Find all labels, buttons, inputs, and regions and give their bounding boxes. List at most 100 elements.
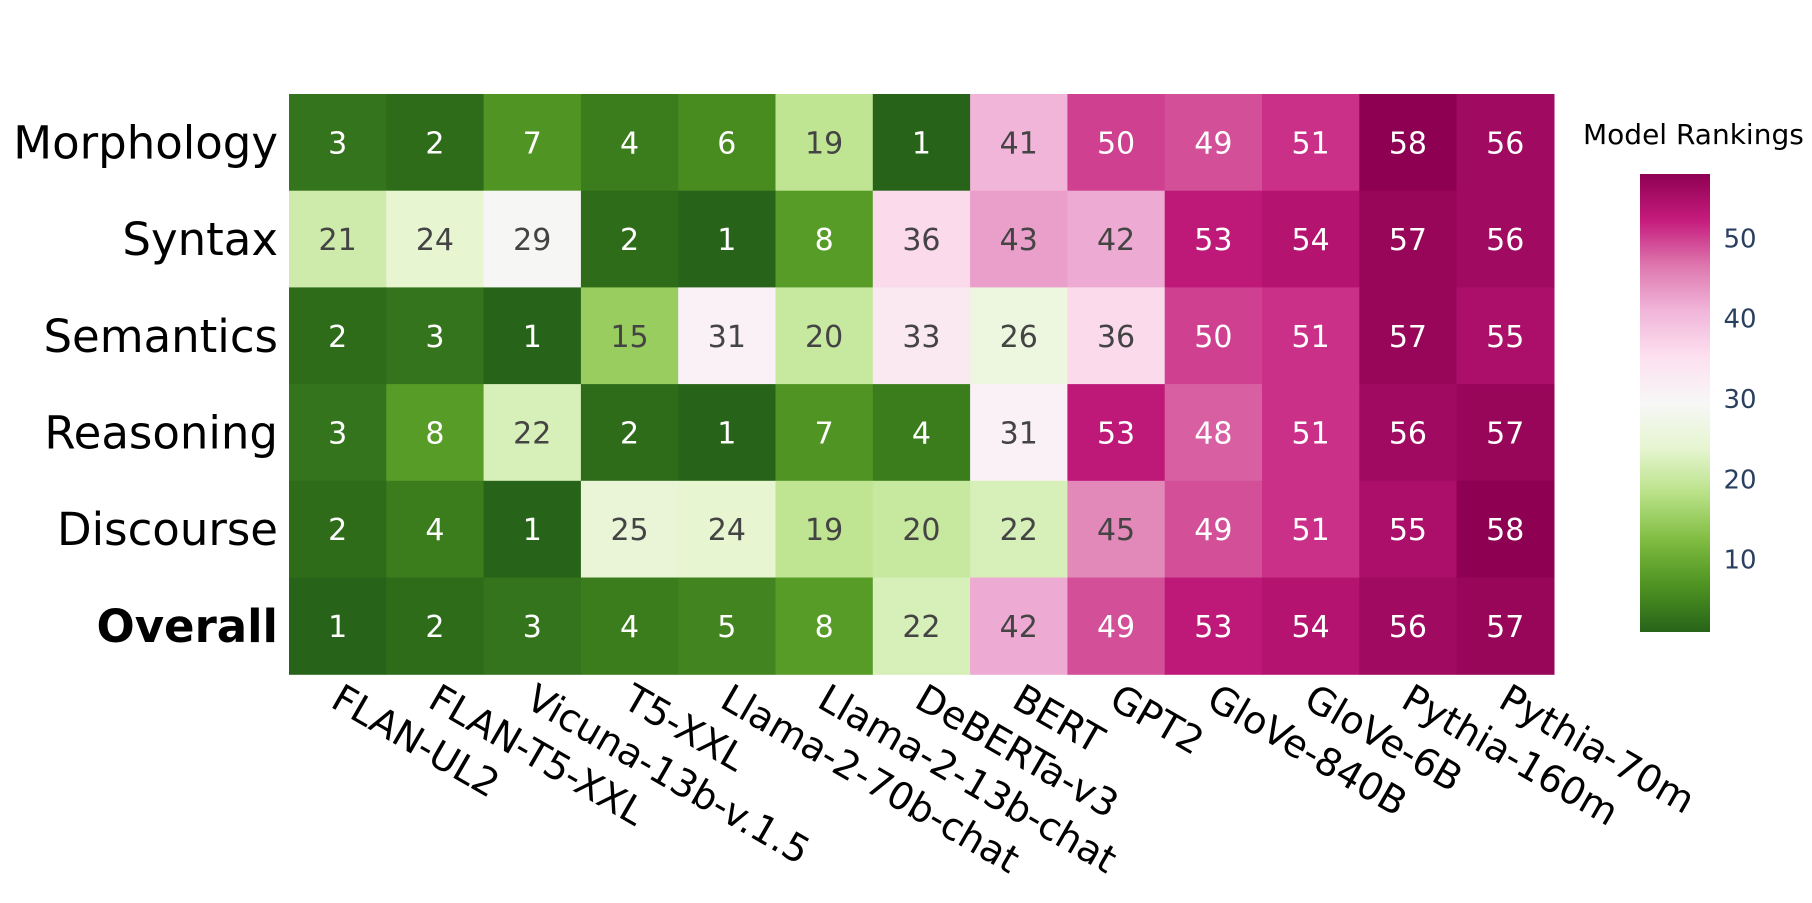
heatmap-cell xyxy=(289,94,387,192)
heatmap-cell xyxy=(1456,94,1555,192)
cell-value-label: 50 xyxy=(1194,320,1232,355)
cell-value-label: 36 xyxy=(1097,320,1135,355)
cell-value-label: 7 xyxy=(815,416,834,451)
colorbar-gradient xyxy=(1640,174,1710,632)
cell-value-label: 54 xyxy=(1292,610,1330,645)
cell-value-label: 42 xyxy=(1000,610,1038,645)
heatmap-cell xyxy=(872,287,971,385)
cell-value-label: 55 xyxy=(1486,320,1524,355)
heatmap-cell xyxy=(872,384,971,482)
cell-value-label: 2 xyxy=(328,513,347,548)
heatmap-cell xyxy=(1067,384,1166,482)
heatmap-cell xyxy=(1262,190,1360,288)
cell-value-label: 3 xyxy=(523,610,542,645)
cell-value-label: 57 xyxy=(1486,416,1524,451)
cell-value-label: 22 xyxy=(513,416,551,451)
colorbar-tick-label: 50 xyxy=(1723,224,1756,254)
heatmap-cell xyxy=(1164,480,1263,579)
cell-value-label: 56 xyxy=(1389,610,1427,645)
cell-value-label: 1 xyxy=(523,513,542,548)
heatmap-cell xyxy=(775,190,874,288)
cell-value-label: 58 xyxy=(1486,513,1524,548)
heatmap-cell xyxy=(1262,384,1360,482)
colorbar: Model Rankings 10 20 30 40 50 xyxy=(1583,118,1804,632)
cell-value-label: 1 xyxy=(912,126,931,161)
heatmap-cell xyxy=(580,384,679,482)
cell-value-label: 49 xyxy=(1194,126,1232,161)
cell-value-label: 49 xyxy=(1097,610,1135,645)
heatmap-cell xyxy=(1067,94,1166,192)
row-label: Overall xyxy=(96,600,278,653)
cell-value-label: 26 xyxy=(1000,320,1038,355)
cell-value-label: 2 xyxy=(620,416,639,451)
heatmap-cell xyxy=(1456,577,1555,675)
heatmap-cell xyxy=(580,287,679,385)
heatmap-cell xyxy=(483,384,582,482)
colorbar-tick-label: 40 xyxy=(1723,305,1756,335)
cell-value-label: 20 xyxy=(902,513,940,548)
cell-value-label: 36 xyxy=(902,223,940,258)
cell-value-label: 51 xyxy=(1292,320,1330,355)
heatmap-cell xyxy=(872,577,971,675)
cell-value-label: 3 xyxy=(425,320,444,355)
heatmap-cell xyxy=(970,190,1068,288)
cell-value-label: 45 xyxy=(1097,513,1135,548)
heatmap-cell xyxy=(1359,94,1458,192)
heatmap-cell xyxy=(1359,577,1458,675)
heatmap-cell xyxy=(580,94,679,192)
heatmap-cell xyxy=(289,384,387,482)
cell-value-label: 8 xyxy=(815,223,834,258)
colorbar-tick-label: 30 xyxy=(1723,385,1756,415)
cell-value-label: 3 xyxy=(328,416,347,451)
heatmap-cell xyxy=(1164,384,1263,482)
cell-value-label: 51 xyxy=(1292,513,1330,548)
cell-value-label: 8 xyxy=(815,610,834,645)
cell-value-label: 2 xyxy=(425,126,444,161)
cell-value-label: 56 xyxy=(1486,126,1524,161)
heatmap-cell xyxy=(1164,190,1263,288)
row-labels: Morphology Syntax Semantics Reasoning Discou… xyxy=(13,116,278,653)
cell-value-label: 1 xyxy=(523,320,542,355)
cell-value-label: 48 xyxy=(1194,416,1232,451)
row-label: Syntax xyxy=(122,213,278,266)
heatmap-cell xyxy=(1456,287,1555,385)
heatmap-cell xyxy=(1067,577,1166,675)
heatmap-cells xyxy=(289,94,1555,675)
heatmap-cell xyxy=(970,94,1068,192)
colorbar-title: Model Rankings xyxy=(1583,118,1804,151)
heatmap-cell xyxy=(678,94,777,192)
cell-value-label: 21 xyxy=(319,223,357,258)
heatmap-cell xyxy=(1262,577,1360,675)
heatmap-cell xyxy=(386,190,485,288)
cell-value-label: 6 xyxy=(717,126,736,161)
heatmap-cell xyxy=(1456,190,1555,288)
cell-value-label: 4 xyxy=(620,610,639,645)
heatmap-cell xyxy=(1359,287,1458,385)
cell-value-label: 49 xyxy=(1194,513,1232,548)
cell-value-label: 42 xyxy=(1097,223,1135,258)
cell-value-label: 50 xyxy=(1097,126,1135,161)
heatmap-cell xyxy=(678,480,777,579)
heatmap-cell xyxy=(289,480,387,579)
heatmap-cell xyxy=(386,577,485,675)
colorbar-ticks: 10 20 30 40 50 xyxy=(1723,224,1756,575)
column-label: GPT2 xyxy=(1103,676,1211,764)
cell-value-label: 4 xyxy=(620,126,639,161)
cell-value-label: 2 xyxy=(328,320,347,355)
heatmap-cell xyxy=(678,287,777,385)
heatmap-cell xyxy=(483,287,582,385)
cell-value-label: 29 xyxy=(513,223,551,258)
cell-value-label: 3 xyxy=(328,126,347,161)
cell-value-label: 53 xyxy=(1097,416,1135,451)
heatmap-cell xyxy=(678,577,777,675)
heatmap-cell xyxy=(1456,384,1555,482)
cell-value-label: 5 xyxy=(717,610,736,645)
row-label: Semantics xyxy=(43,310,278,363)
cell-value-label: 19 xyxy=(805,513,843,548)
heatmap-cell xyxy=(580,190,679,288)
heatmap-cell xyxy=(678,384,777,482)
cell-value-label: 53 xyxy=(1194,223,1232,258)
heatmap-cell xyxy=(289,287,387,385)
heatmap-cell xyxy=(775,577,874,675)
